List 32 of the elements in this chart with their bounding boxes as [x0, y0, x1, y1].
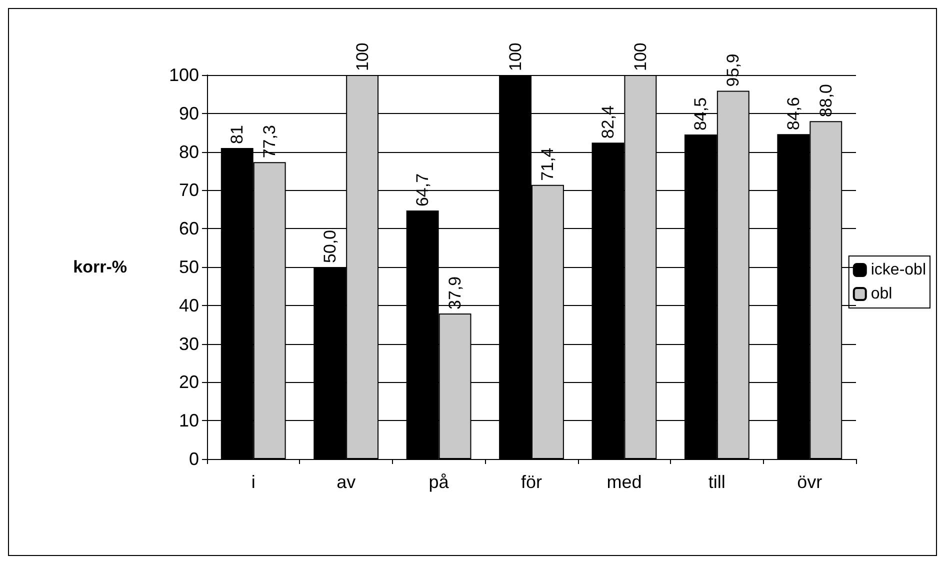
x-tick-label: på: [428, 472, 450, 492]
data-label: 77,3: [260, 125, 280, 158]
data-label: 84,5: [691, 97, 710, 131]
y-tick-label: 50: [178, 257, 199, 277]
y-tick-label: 70: [178, 180, 199, 200]
y-tick-label: 90: [178, 103, 199, 124]
y-tick-label: 0: [188, 449, 199, 469]
y-tick-label: 80: [178, 142, 199, 162]
y-tick-label: 20: [178, 372, 199, 392]
data-label: 100: [630, 42, 650, 71]
y-tick-label: 30: [178, 334, 199, 354]
legend-label: obl: [870, 286, 892, 302]
data-label: 71,4: [538, 148, 558, 181]
y-tick-label: 10: [178, 410, 199, 431]
x-tick-label: med: [606, 472, 642, 492]
y-tick-label: 60: [178, 218, 199, 239]
x-tick-label: i: [251, 472, 256, 492]
data-label: 82,4: [598, 105, 618, 139]
x-tick-label: övr: [797, 472, 822, 492]
x-tick-label: till: [708, 472, 726, 492]
data-label: 37,9: [446, 276, 465, 310]
data-label: 100: [352, 42, 372, 71]
legend-label: icke-obl: [870, 262, 926, 278]
y-tick-label: 40: [178, 295, 199, 316]
x-tick-label: av: [336, 472, 356, 492]
data-label: 81: [228, 125, 247, 144]
data-label: 50,0: [320, 230, 340, 263]
y-tick-label: 100: [168, 65, 199, 85]
y-axis-title: korr-%: [73, 258, 127, 276]
data-label: 88,0: [816, 84, 836, 118]
data-label: 100: [506, 42, 525, 71]
x-tick-label: för: [520, 472, 542, 492]
